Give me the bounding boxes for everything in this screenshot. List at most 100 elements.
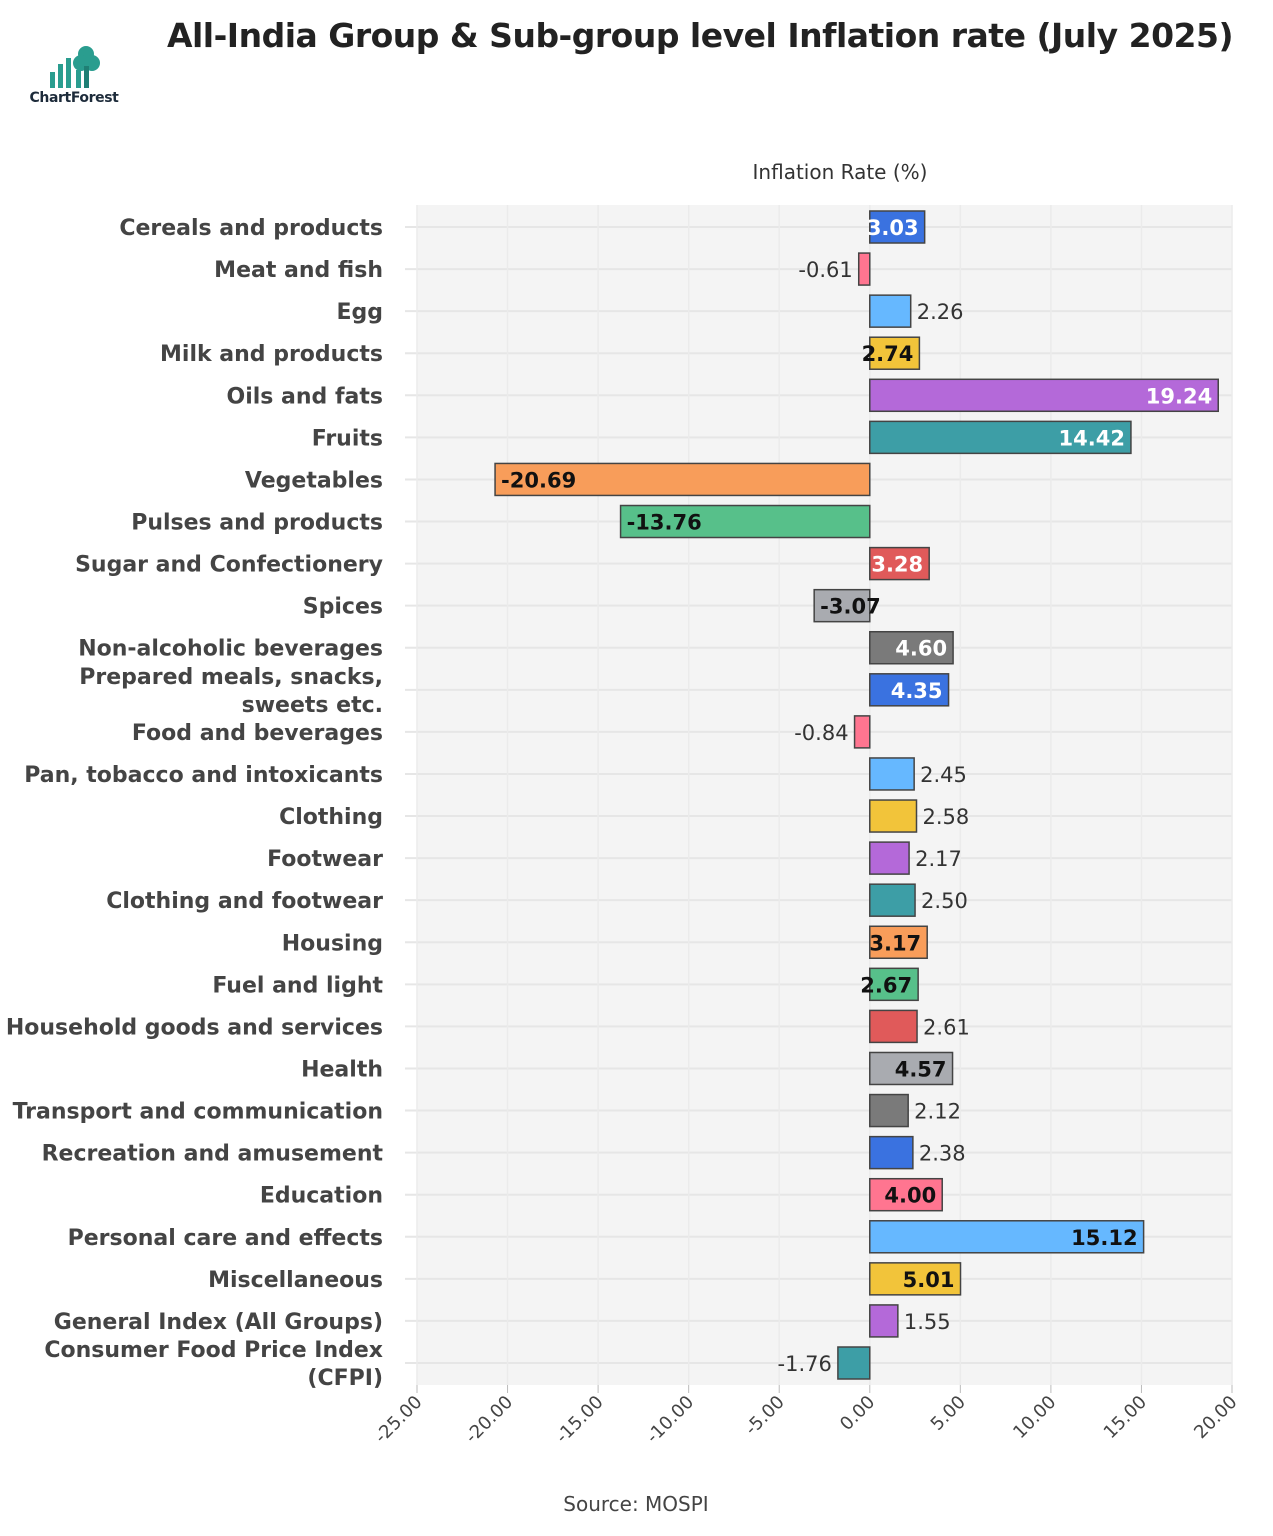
bar bbox=[853, 715, 871, 749]
data-label: 3.17 bbox=[869, 931, 921, 955]
x-tick-label: -5.00 bbox=[741, 1392, 789, 1440]
bar bbox=[869, 883, 916, 917]
category-label: Housing bbox=[282, 931, 383, 956]
bar bbox=[869, 925, 928, 960]
category-label: Clothing and footwear bbox=[106, 889, 383, 914]
data-label: 2.45 bbox=[920, 763, 967, 787]
bar bbox=[869, 294, 912, 328]
data-label: 4.60 bbox=[895, 637, 947, 661]
data-label: 2.38 bbox=[919, 1142, 966, 1166]
bar bbox=[869, 378, 1219, 413]
bar bbox=[869, 1093, 909, 1128]
category-label: Sugar and Confectionery bbox=[75, 553, 383, 578]
x-tick-label: 5.00 bbox=[927, 1392, 970, 1435]
category-label: Food and beverages bbox=[132, 721, 383, 746]
category-label: Oils and fats bbox=[227, 384, 383, 409]
bar bbox=[869, 630, 954, 665]
category-label: Household goods and services bbox=[6, 1015, 383, 1040]
data-label: 2.50 bbox=[921, 889, 968, 913]
data-label: 1.55 bbox=[904, 1310, 951, 1334]
data-label: -20.69 bbox=[501, 468, 576, 492]
data-label: 4.00 bbox=[884, 1184, 936, 1208]
bar bbox=[619, 504, 871, 539]
bar bbox=[869, 546, 930, 581]
source-note: Source: MOSPI bbox=[563, 1492, 709, 1516]
data-label: -13.76 bbox=[627, 511, 702, 535]
bar bbox=[869, 757, 915, 791]
bar bbox=[869, 1262, 962, 1296]
x-tick-label: 10.00 bbox=[1009, 1392, 1060, 1443]
category-label: Fruits bbox=[312, 426, 383, 451]
bar bbox=[869, 841, 910, 875]
category-label: Egg bbox=[336, 300, 383, 325]
category-label: Education bbox=[260, 1184, 383, 1209]
data-label: 2.17 bbox=[915, 847, 962, 871]
data-label: 4.57 bbox=[895, 1057, 947, 1081]
category-label: Clothing bbox=[279, 805, 383, 830]
category-label: Spices bbox=[303, 595, 383, 620]
data-label: 3.28 bbox=[871, 553, 923, 577]
data-label: 2.26 bbox=[917, 300, 964, 324]
bar bbox=[869, 1135, 914, 1170]
x-tick-label: -25.00 bbox=[371, 1392, 427, 1448]
bar bbox=[494, 462, 871, 497]
bar bbox=[869, 1220, 1145, 1254]
bar bbox=[869, 1304, 899, 1338]
data-label: -0.84 bbox=[794, 721, 848, 745]
x-axis-title: Inflation Rate (%) bbox=[752, 160, 928, 184]
bar bbox=[813, 588, 871, 623]
data-label: 2.74 bbox=[862, 342, 914, 366]
category-label: Cereals and products bbox=[119, 216, 383, 241]
category-label: Non-alcoholic beverages bbox=[78, 637, 383, 662]
bar bbox=[869, 420, 1132, 455]
category-label: Meat and fish bbox=[214, 258, 383, 283]
x-tick-label: 15.00 bbox=[1100, 1392, 1151, 1443]
data-label: -1.76 bbox=[778, 1352, 832, 1376]
data-label: 4.35 bbox=[891, 679, 943, 703]
bar bbox=[869, 336, 921, 370]
chart-title: All-India Group & Sub-group level Inflat… bbox=[166, 16, 1234, 55]
x-tick-label: 20.00 bbox=[1190, 1392, 1241, 1443]
category-label: Personal care and effects bbox=[68, 1226, 383, 1251]
category-label: Pan, tobacco and intoxicants bbox=[24, 763, 383, 788]
bar bbox=[869, 967, 919, 1002]
data-label: 3.03 bbox=[867, 216, 919, 240]
data-label: 14.42 bbox=[1059, 426, 1125, 450]
data-label: 2.12 bbox=[914, 1100, 961, 1124]
bar bbox=[869, 1009, 918, 1044]
x-tick-label: -20.00 bbox=[461, 1392, 517, 1448]
data-label: 2.58 bbox=[923, 805, 970, 829]
category-label: Health bbox=[301, 1057, 383, 1082]
tree-chart-icon bbox=[50, 46, 100, 88]
category-label: Transport and communication bbox=[13, 1100, 383, 1125]
x-tick-label: -15.00 bbox=[552, 1392, 608, 1448]
category-label: Fuel and light bbox=[212, 973, 383, 998]
data-label: 19.24 bbox=[1146, 384, 1212, 408]
category-label: General Index (All Groups) bbox=[54, 1310, 383, 1335]
bar bbox=[869, 1177, 943, 1212]
category-label: Miscellaneous bbox=[208, 1268, 383, 1293]
chartforest-logo: ChartForest bbox=[24, 44, 124, 114]
category-label: Prepared meals, snacks, sweets etc. bbox=[79, 665, 383, 718]
bar bbox=[869, 799, 918, 833]
x-tick-label: 0.00 bbox=[836, 1392, 879, 1435]
data-label: 2.67 bbox=[860, 973, 912, 997]
data-label: -0.61 bbox=[798, 258, 852, 282]
category-label: Consumer Food Price Index (CFPI) bbox=[44, 1338, 383, 1391]
category-label: Footwear bbox=[267, 847, 383, 872]
bar bbox=[869, 673, 950, 707]
category-label: Vegetables bbox=[245, 468, 383, 493]
data-label: 2.61 bbox=[923, 1015, 970, 1039]
category-label: Recreation and amusement bbox=[42, 1142, 384, 1167]
bar bbox=[869, 210, 926, 244]
data-label: 15.12 bbox=[1071, 1226, 1137, 1250]
logo-text: ChartForest bbox=[29, 90, 119, 106]
data-label: -3.07 bbox=[820, 595, 881, 619]
data-label: 5.01 bbox=[903, 1268, 955, 1292]
bar bbox=[869, 1051, 954, 1086]
category-label: Pulses and products bbox=[131, 511, 383, 536]
bar bbox=[837, 1346, 871, 1380]
x-tick-label: -10.00 bbox=[642, 1392, 698, 1448]
